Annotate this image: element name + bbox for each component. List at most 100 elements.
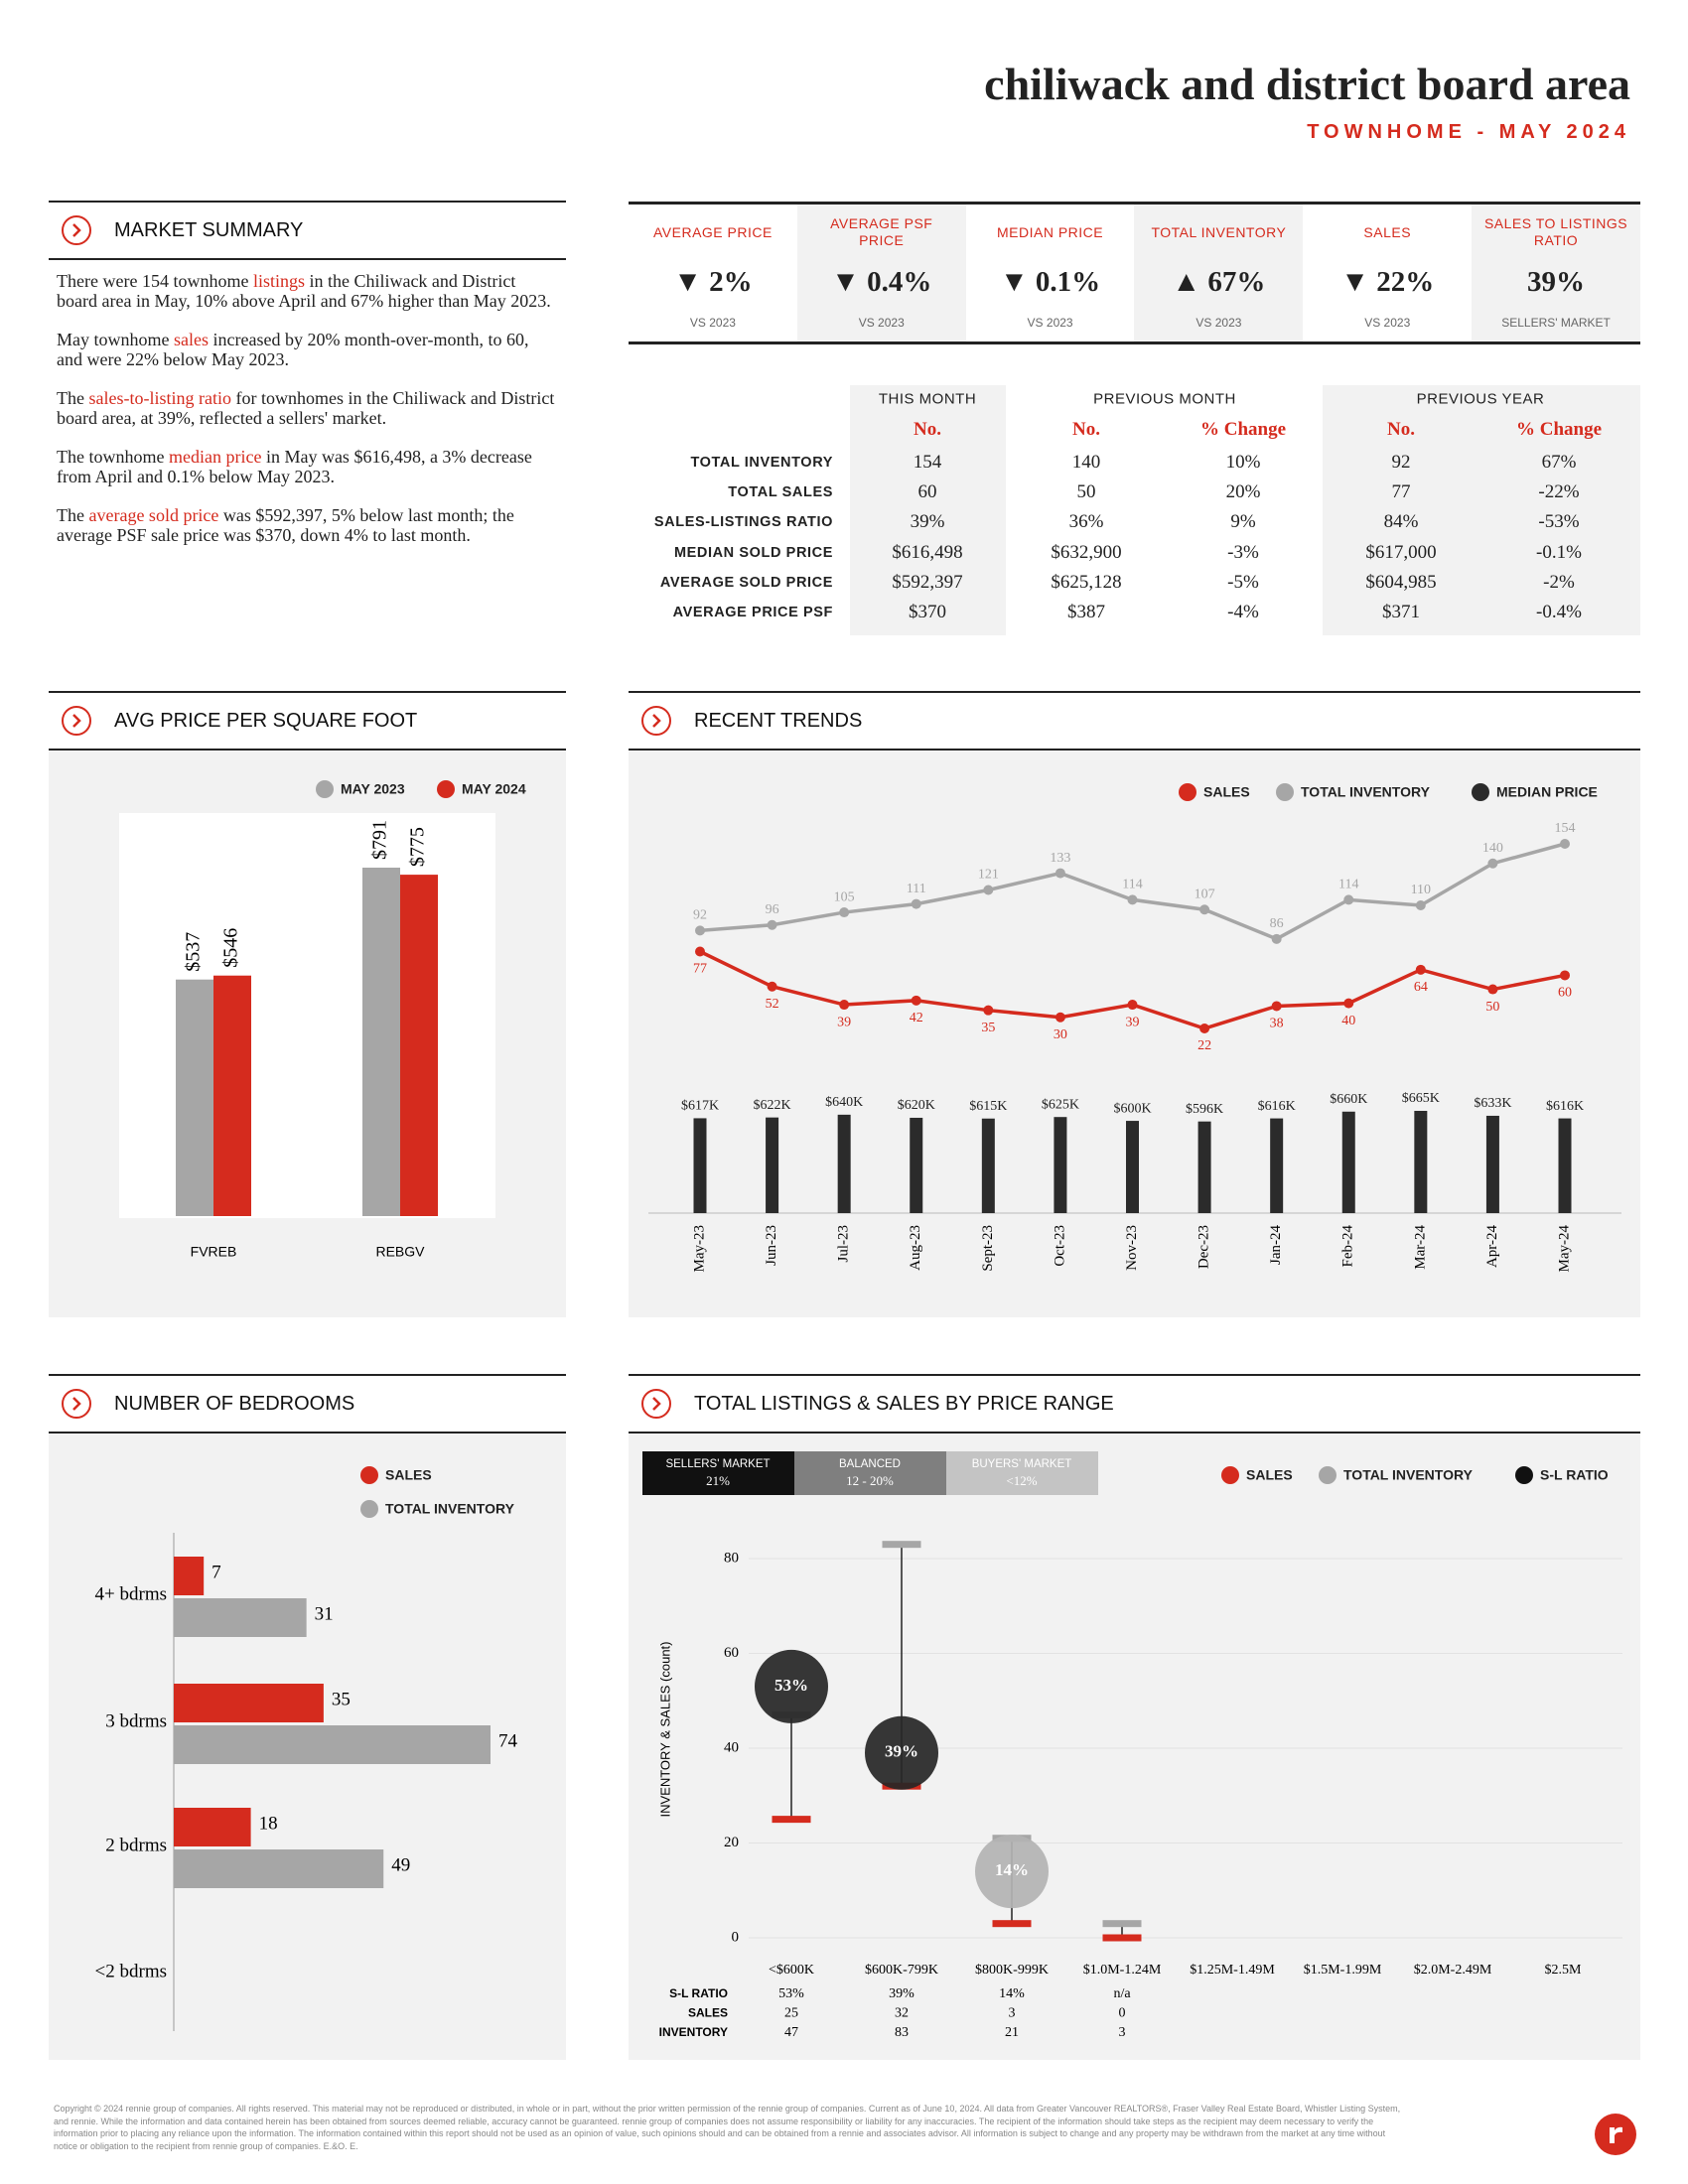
table-cell: -5% xyxy=(1227,571,1259,593)
summary-paragraph: The sales-to-listing ratio for townhomes… xyxy=(57,388,558,428)
point xyxy=(1271,1001,1282,1012)
data-label: 121 xyxy=(978,868,999,883)
table-cell: 20% xyxy=(1225,481,1261,503)
data-label: 77 xyxy=(693,962,707,977)
kpi-note: VS 2023 xyxy=(1027,316,1073,330)
x-tick-label: Dec-23 xyxy=(1196,1225,1212,1269)
data-label: $622K xyxy=(754,1098,791,1113)
point xyxy=(695,946,705,957)
table-cell: -53% xyxy=(1538,511,1580,533)
data-label: 30 xyxy=(1054,1027,1067,1042)
data-label: 60 xyxy=(1558,986,1572,1001)
table-value: 14% xyxy=(999,1986,1025,2001)
table-column-header: % Change xyxy=(1515,419,1603,440)
data-label: 114 xyxy=(1338,878,1358,892)
bar xyxy=(1341,1111,1355,1213)
table-cell: -4% xyxy=(1227,602,1259,622)
table-cell: 67% xyxy=(1541,452,1577,473)
x-tick-label: $1.5M-1.99M xyxy=(1304,1963,1382,1978)
data-label: 86 xyxy=(1270,916,1284,931)
x-tick-label: FVREB xyxy=(191,1244,237,1260)
band-range: 12 - 20% xyxy=(846,1473,894,1488)
data-label: 154 xyxy=(1555,821,1576,836)
ratio-bubble xyxy=(865,1715,938,1790)
y-tick-label: 20 xyxy=(724,1835,739,1850)
x-tick-label: Mar-24 xyxy=(1412,1225,1428,1270)
ratio-bubble xyxy=(975,1835,1049,1909)
summary-paragraph: There were 154 townhome listings in the … xyxy=(57,271,558,311)
kpi-strip: AVERAGE PRICE ▼ 2% VS 2023 AVERAGE PSF PRIC… xyxy=(629,202,1640,344)
data-label: 64 xyxy=(1414,980,1428,995)
point xyxy=(1199,1024,1210,1033)
paragraph-text: in the Chiliwack and District board area… xyxy=(57,271,551,311)
y-tick-label: 3 bdrms xyxy=(105,1710,167,1731)
legend-swatch xyxy=(1179,783,1196,801)
band-name: SELLERS' MARKET xyxy=(665,1458,770,1470)
footer-text: Copyright © 2024 rennie group of compani… xyxy=(54,2104,1401,2151)
point xyxy=(1199,904,1210,915)
legend-swatch xyxy=(360,1500,378,1518)
table-cell: 60 xyxy=(917,481,937,503)
y-tick-label: <2 bdrms xyxy=(95,1961,167,1981)
table-cell: -22% xyxy=(1538,481,1580,503)
highlight-term: sales xyxy=(173,330,209,349)
point xyxy=(1127,894,1138,905)
table-cell: -0.4% xyxy=(1536,602,1582,622)
point xyxy=(1271,933,1282,944)
table-row-label: S-L RATIO xyxy=(669,1986,728,2000)
table-cell: $371 xyxy=(1382,602,1420,622)
legend-swatch xyxy=(1319,1466,1336,1484)
point xyxy=(911,995,921,1006)
data-label: 107 xyxy=(1195,887,1215,901)
paragraph-text: May townhome xyxy=(57,330,174,349)
y-tick-label: 60 xyxy=(724,1645,739,1661)
range-marker xyxy=(1102,1934,1142,1942)
table-cell: $616,498 xyxy=(892,541,963,563)
y-tick-label: 4+ bdrms xyxy=(95,1583,167,1604)
bar xyxy=(1197,1121,1211,1213)
x-tick-label: $1.25M-1.49M xyxy=(1190,1963,1275,1978)
section-icon xyxy=(641,1389,671,1419)
kpi-label-box: SALES TO LISTINGS RATIO xyxy=(1472,212,1640,252)
kpi-value: ▼ 0.1% xyxy=(999,266,1101,298)
data-label: 52 xyxy=(766,997,779,1012)
paragraph-text: The xyxy=(57,505,89,525)
data-label: $600K xyxy=(1113,1101,1151,1116)
x-tick-label: Feb-24 xyxy=(1340,1225,1356,1268)
data-label: $596K xyxy=(1186,1102,1223,1117)
data-label: 35 xyxy=(332,1689,351,1709)
table-cell: $632,900 xyxy=(1051,541,1122,563)
point xyxy=(1415,900,1426,910)
table-cell: $387 xyxy=(1067,602,1105,622)
bar xyxy=(910,1117,923,1213)
y-tick-label: 2 bdrms xyxy=(105,1835,167,1855)
bar xyxy=(213,975,251,1216)
x-tick-label: Oct-23 xyxy=(1052,1225,1067,1267)
paragraph-text: for townhomes in the Chiliwack and Distr… xyxy=(57,388,555,428)
bubble-label: 39% xyxy=(885,1742,918,1761)
kpi-label-box: AVERAGE PSF PRICE xyxy=(797,212,966,252)
bar xyxy=(362,868,400,1216)
point xyxy=(839,907,850,918)
table-cell: 9% xyxy=(1230,511,1256,533)
plot-area xyxy=(119,813,495,1218)
point xyxy=(911,898,921,909)
legend-swatch xyxy=(360,1466,378,1484)
bar xyxy=(174,1849,384,1888)
table-column-header: No. xyxy=(1072,419,1100,440)
bar xyxy=(1485,1115,1499,1213)
bar xyxy=(1126,1121,1139,1213)
bar xyxy=(837,1114,851,1213)
kpi-value: ▼ 2% xyxy=(673,266,753,298)
paragraph-text: increased by 20% month-over-month, to 60… xyxy=(57,330,529,369)
table-value: 0 xyxy=(1119,2006,1126,2021)
range-marker xyxy=(992,1920,1032,1928)
bar xyxy=(766,1117,779,1213)
data-label: 49 xyxy=(391,1854,410,1875)
section-title: NUMBER OF BEDROOMS xyxy=(114,1393,355,1415)
data-label: 7 xyxy=(211,1562,221,1582)
section-header: TOTAL LISTINGS & SALES BY PRICE RANGE xyxy=(629,1374,1640,1433)
point xyxy=(695,925,705,936)
kpi-label: TOTAL INVENTORY xyxy=(1151,223,1287,240)
